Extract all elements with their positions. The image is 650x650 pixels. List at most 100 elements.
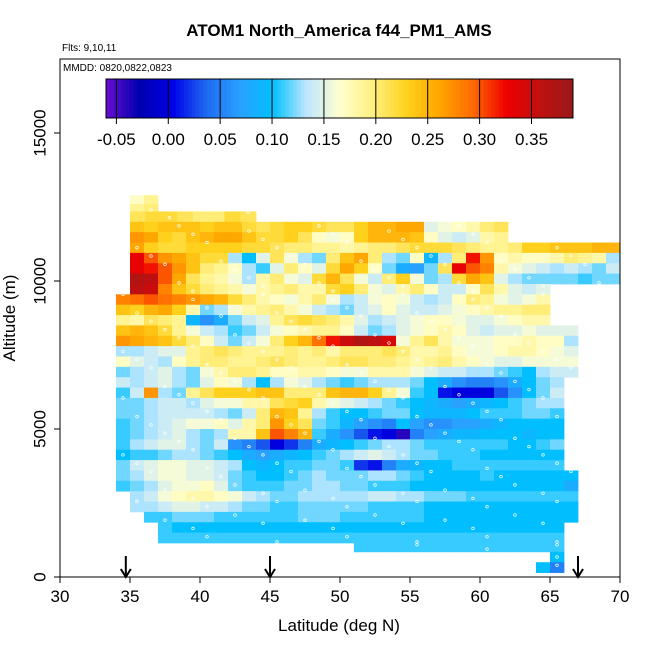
heatmap-cell <box>186 480 201 492</box>
heatmap-cell <box>214 480 229 492</box>
heatmap-cell <box>396 232 411 243</box>
heatmap-cell <box>145 211 162 223</box>
heatmap-cell <box>242 346 257 357</box>
heatmap-cell <box>494 460 509 471</box>
heatmap-cell <box>466 449 481 461</box>
heatmap-cell <box>284 532 299 544</box>
heatmap-cell <box>312 522 327 533</box>
heatmap-cell <box>284 408 299 420</box>
heatmap-cell <box>312 387 327 399</box>
heatmap-cell <box>480 252 495 264</box>
heatmap-cell <box>508 273 523 285</box>
heatmap-cell <box>144 263 159 274</box>
heatmap-cell <box>396 522 411 533</box>
colorbar-frame <box>105 78 574 119</box>
heatmap-cell <box>382 418 397 430</box>
colorbar-tick-label: 0.05 <box>204 130 237 149</box>
colorbar-segment <box>491 79 496 118</box>
heatmap-cell <box>242 232 257 243</box>
colorbar-segment <box>195 79 200 118</box>
sample-point <box>373 267 377 272</box>
heatmap-cell <box>270 325 285 337</box>
heatmap-cell <box>242 511 257 523</box>
heatmap-cell <box>270 397 285 409</box>
sample-point <box>135 414 139 419</box>
heatmap-cell <box>466 356 481 368</box>
heatmap-cell <box>172 470 187 482</box>
heatmap-cell <box>214 397 229 409</box>
heatmap-cell <box>116 315 131 326</box>
heatmap-cell <box>424 460 439 471</box>
sample-point <box>289 423 293 427</box>
heatmap-cell <box>508 429 523 440</box>
sample-point <box>261 237 265 242</box>
sample-point <box>499 259 503 263</box>
colorbar-segment <box>429 79 434 118</box>
heatmap-cell <box>466 294 481 306</box>
heatmap-cell <box>550 551 565 563</box>
heatmap-cell <box>186 263 201 274</box>
heatmap-cell <box>326 501 341 513</box>
heatmap-cell <box>270 221 285 233</box>
heatmap-cell <box>466 315 481 326</box>
heatmap-cell <box>382 532 397 544</box>
heatmap-cell <box>424 335 439 347</box>
heatmap-cell <box>340 315 355 326</box>
heatmap-cell <box>284 449 299 461</box>
heatmap-cell <box>214 377 229 388</box>
heatmap-cell <box>354 252 369 264</box>
heatmap-cell <box>144 366 159 378</box>
heatmap-cell <box>508 408 523 420</box>
heatmap-cell <box>452 511 467 523</box>
heatmap-cell <box>564 511 579 523</box>
heatmap-cell <box>172 232 187 243</box>
heatmap-cell <box>564 366 579 378</box>
heatmap-cell <box>480 470 495 482</box>
heatmap-cell <box>410 449 425 461</box>
heatmap-cell <box>494 366 509 378</box>
heatmap-cell <box>396 294 411 306</box>
heatmap-cell <box>564 325 579 337</box>
sample-point <box>149 319 153 323</box>
heatmap-cell <box>340 522 355 533</box>
heatmap-cell <box>494 273 509 285</box>
heatmap-cell <box>438 242 453 254</box>
heatmap-cell <box>480 221 495 233</box>
colorbar-segment <box>176 79 181 118</box>
heatmap-cell <box>270 273 285 285</box>
heatmap-cell <box>144 283 159 295</box>
heatmap-cell <box>508 439 523 451</box>
colorbar-segment <box>238 79 243 118</box>
heatmap-cell <box>424 449 439 461</box>
sample-point <box>191 526 195 531</box>
heatmap-cell <box>410 532 425 544</box>
heatmap-cell <box>256 221 271 233</box>
heatmap-cell <box>494 356 509 368</box>
heatmap-cell <box>424 232 439 243</box>
heatmap-cell <box>368 491 383 502</box>
heatmap-cell <box>116 397 131 409</box>
heatmap-cell <box>382 304 397 316</box>
colorbar-tick-label: 0.00 <box>152 130 185 149</box>
heatmap-cell <box>452 325 467 337</box>
sample-point <box>303 262 307 266</box>
sample-point <box>471 232 475 236</box>
colorbar-segment <box>226 79 232 118</box>
heatmap-cell <box>354 418 369 430</box>
colorbar-segment <box>448 79 453 118</box>
heatmap-cell <box>438 377 453 388</box>
heatmap-cell <box>228 315 243 326</box>
heatmap-cell <box>116 429 131 440</box>
sample-point <box>205 535 209 539</box>
colorbar-segment <box>156 79 161 118</box>
heatmap-cell <box>186 221 201 233</box>
heatmap-cell <box>158 501 173 513</box>
sample-point <box>401 349 405 353</box>
dates-annotation: MMDD: 0820,0822,0823 <box>63 63 172 74</box>
heatmap-cell <box>326 480 341 492</box>
sample-point <box>373 379 377 383</box>
heatmap-cell <box>536 429 551 440</box>
colorbar-segment <box>436 79 442 118</box>
colorbar-segment <box>530 79 535 118</box>
heatmap-cell <box>312 283 327 295</box>
